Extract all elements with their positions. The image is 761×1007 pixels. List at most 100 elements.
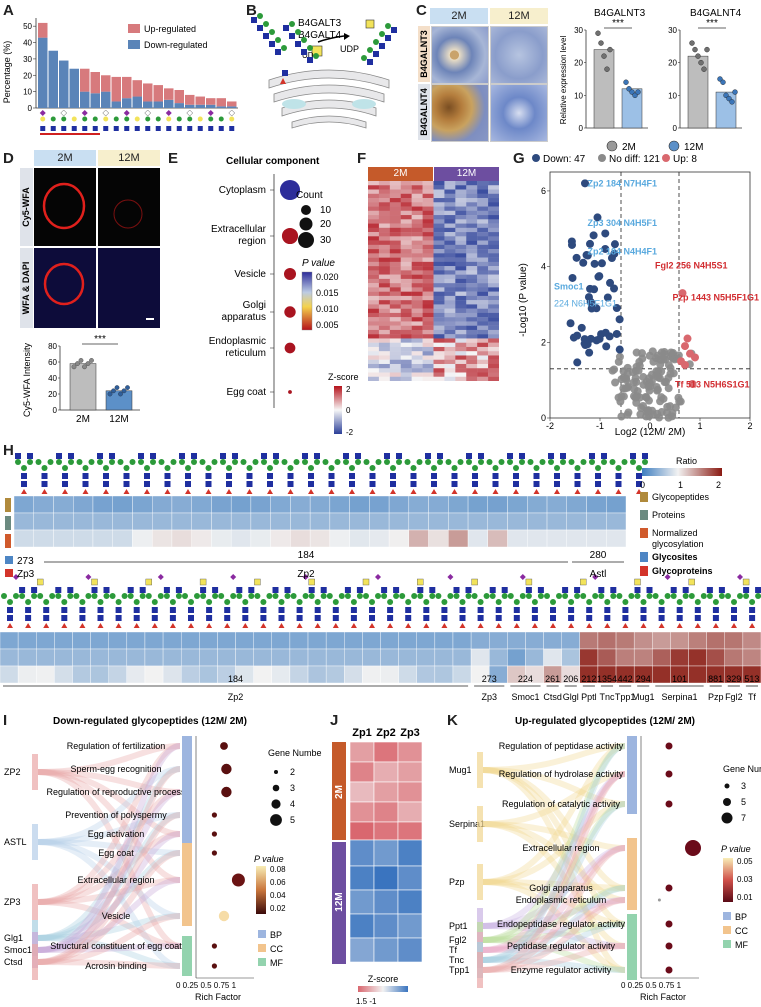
h-cell bbox=[17, 665, 37, 684]
h-cell bbox=[250, 529, 271, 548]
h-glcnac bbox=[640, 607, 647, 613]
f-cell bbox=[455, 287, 467, 292]
h-fucose bbox=[267, 489, 273, 494]
h-site-num: 442 bbox=[618, 674, 633, 684]
h-glcnac bbox=[694, 615, 701, 621]
svg-text:1.5 -1: 1.5 -1 bbox=[356, 997, 377, 1006]
h-mannose bbox=[188, 599, 194, 605]
h-glcnac bbox=[185, 481, 191, 487]
sankey-term: Regulation of hydrolase activity bbox=[499, 769, 624, 779]
h-mannose bbox=[27, 459, 33, 465]
sankey-flow bbox=[482, 801, 626, 885]
h-cell bbox=[633, 648, 653, 667]
h-glcnac bbox=[328, 473, 335, 479]
b-mannose bbox=[307, 45, 313, 51]
sankey-term: Egg activation bbox=[88, 829, 145, 839]
h-sialic bbox=[447, 574, 454, 580]
a-bar-up bbox=[111, 76, 121, 102]
h-cell bbox=[217, 631, 236, 650]
f-cell bbox=[455, 185, 467, 190]
h-mannose bbox=[556, 593, 562, 599]
f-cell bbox=[444, 321, 456, 326]
a-glycan-circle bbox=[92, 116, 98, 122]
b-glcnac bbox=[301, 49, 307, 55]
f-cell bbox=[455, 312, 467, 318]
h-cell bbox=[180, 665, 200, 684]
c-dot bbox=[698, 59, 704, 66]
f-cell bbox=[422, 334, 434, 339]
g-point-nodiff bbox=[649, 357, 658, 366]
g-point-nodiff bbox=[645, 386, 654, 395]
h-glcnac bbox=[676, 615, 683, 621]
sankey-term: Peptidase regulator activity bbox=[507, 941, 616, 951]
panel-label-k: K bbox=[447, 712, 458, 729]
h-cell bbox=[211, 512, 232, 531]
f-cell bbox=[400, 257, 412, 263]
c-dot bbox=[635, 89, 641, 95]
h-cell bbox=[253, 631, 272, 650]
h-glcnac bbox=[441, 607, 448, 613]
h-cell bbox=[13, 529, 34, 548]
f-cell bbox=[411, 376, 423, 381]
a-bar-up bbox=[122, 76, 132, 99]
h-glcnac bbox=[151, 607, 158, 613]
f-cell bbox=[477, 295, 489, 301]
h-galnac bbox=[254, 578, 261, 586]
h-mannose bbox=[79, 599, 86, 605]
h-sialic bbox=[85, 574, 92, 580]
f-cell bbox=[389, 359, 401, 365]
h-glcnac bbox=[79, 607, 86, 613]
g-legend-dot bbox=[532, 154, 540, 162]
f-cell bbox=[488, 261, 499, 267]
h-cell bbox=[543, 631, 562, 650]
h-cell bbox=[652, 631, 671, 650]
f-cell bbox=[477, 355, 489, 360]
g-point-down bbox=[601, 229, 610, 238]
h-glcnac bbox=[320, 587, 327, 593]
h-glcnac bbox=[284, 587, 291, 593]
f-cell bbox=[466, 210, 478, 216]
h-mannose bbox=[278, 599, 285, 605]
h-glcnac bbox=[658, 615, 665, 621]
h-glcnac bbox=[7, 615, 13, 621]
h-glcnac bbox=[31, 587, 38, 593]
c-dot bbox=[607, 46, 613, 53]
h-cell bbox=[36, 648, 55, 667]
h-glcnac bbox=[169, 615, 176, 621]
h-glcnac bbox=[513, 481, 519, 487]
h-cell bbox=[144, 648, 164, 667]
f-cell bbox=[400, 355, 412, 360]
h-glcnac bbox=[302, 453, 308, 459]
g-point-down bbox=[597, 259, 606, 268]
h-mannose bbox=[7, 599, 13, 605]
f-cell bbox=[455, 240, 467, 246]
f-cell bbox=[444, 359, 456, 365]
h-cell bbox=[17, 648, 37, 667]
h-glcnac bbox=[478, 453, 484, 459]
g-point-down bbox=[585, 348, 594, 357]
f-cell bbox=[466, 219, 478, 224]
a-bar-down bbox=[38, 37, 48, 108]
h-mannose bbox=[725, 593, 731, 599]
h-glcnac bbox=[56, 453, 62, 459]
h-mannose bbox=[170, 459, 177, 465]
sankey-term: Sperm-egg recognition bbox=[70, 764, 161, 774]
g-xtick: -1 bbox=[596, 421, 604, 431]
f-cell bbox=[422, 270, 434, 275]
h-mannose bbox=[260, 599, 267, 605]
h-glcnac bbox=[533, 473, 540, 479]
h-site-num: 206 bbox=[563, 674, 578, 684]
b-mannose bbox=[281, 45, 287, 51]
h-glcnac bbox=[61, 615, 68, 621]
g-point-down bbox=[612, 329, 621, 338]
sankey-flow bbox=[37, 766, 181, 941]
f-cell bbox=[368, 325, 380, 331]
h-glcnac bbox=[604, 615, 611, 621]
g-point-nodiff bbox=[657, 408, 666, 417]
d-dot bbox=[89, 358, 94, 363]
h-cell bbox=[706, 631, 725, 650]
f-cell bbox=[444, 329, 456, 335]
h-glcnac bbox=[19, 587, 26, 593]
svg-text:-2: -2 bbox=[346, 428, 354, 437]
